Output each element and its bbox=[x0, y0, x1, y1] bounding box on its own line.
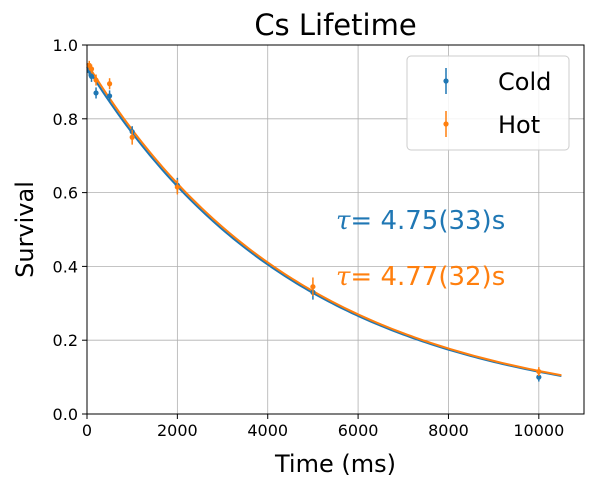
hot-data-point bbox=[536, 368, 542, 375]
hot-fit-curve bbox=[86, 62, 562, 377]
hot-data-point bbox=[310, 284, 316, 290]
hot-tau-symbol: τ bbox=[336, 262, 351, 292]
x-tick-label: 0 bbox=[82, 421, 92, 440]
x-tick-label: 4000 bbox=[247, 421, 288, 440]
y-tick-label: 0.2 bbox=[53, 331, 78, 350]
hot-data-point bbox=[93, 77, 99, 83]
y-axis-title: Survival bbox=[11, 181, 39, 278]
x-tick-label: 6000 bbox=[338, 421, 379, 440]
cold-tau-value: = 4.75(33)s bbox=[350, 206, 505, 236]
cold-legend-marker bbox=[443, 78, 449, 84]
hot-data-point bbox=[129, 134, 135, 140]
hot-tau-value: = 4.77(32)s bbox=[350, 262, 505, 292]
chart-title: Cs Lifetime bbox=[254, 8, 416, 42]
y-tick-label: 1.0 bbox=[53, 36, 78, 55]
data-points bbox=[86, 60, 542, 382]
y-tick-label: 0.8 bbox=[53, 110, 78, 129]
x-axis-title: Time (ms) bbox=[274, 450, 396, 478]
cold-data-point bbox=[93, 90, 99, 96]
x-tick-label: 8000 bbox=[428, 421, 469, 440]
y-tick-label: 0.4 bbox=[53, 257, 78, 276]
x-tick-label: 10000 bbox=[513, 421, 564, 440]
cold-data-point bbox=[536, 374, 542, 380]
cold-tau-annotation: τ= 4.75(33)s bbox=[336, 206, 505, 236]
cold-data-point bbox=[88, 73, 95, 79]
cold-data-point bbox=[106, 93, 113, 99]
hot-data-point bbox=[106, 81, 113, 87]
cold-legend-label: Cold bbox=[498, 68, 551, 96]
fit-annotations: τ= 4.75(33)sτ= 4.77(32)s bbox=[336, 206, 505, 292]
x-tick-label: 2000 bbox=[157, 421, 198, 440]
plot-frame bbox=[86, 44, 585, 415]
hot-data-point bbox=[88, 66, 95, 72]
fit-curves bbox=[86, 62, 562, 377]
hot-legend-label: Hot bbox=[498, 111, 540, 139]
legend: Cold Hot bbox=[406, 55, 570, 151]
hot-tau-annotation: τ= 4.77(32)s bbox=[336, 262, 505, 292]
y-tick-label: 0.6 bbox=[53, 184, 78, 203]
hot-data-point bbox=[174, 184, 180, 190]
y-tick-label: 0.0 bbox=[53, 405, 78, 424]
axis-ticks: 0 2000 4000 6000 8000 10000 0.0 0.2 0.4 0.6 0.8 1.0 bbox=[53, 36, 565, 440]
hot-legend-marker bbox=[443, 121, 449, 127]
cold-tau-symbol: τ bbox=[336, 206, 351, 236]
